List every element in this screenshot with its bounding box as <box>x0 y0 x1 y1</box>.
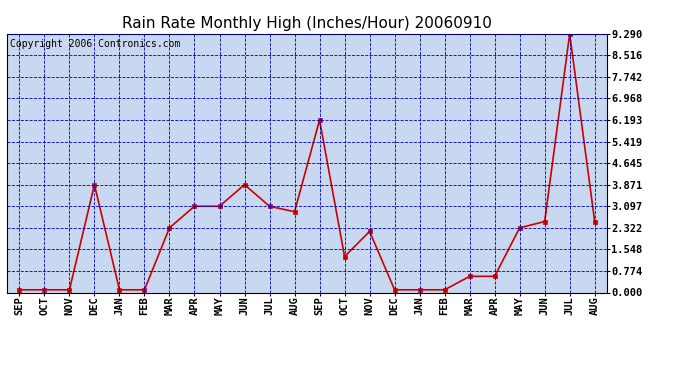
Title: Rain Rate Monthly High (Inches/Hour) 20060910: Rain Rate Monthly High (Inches/Hour) 200… <box>122 16 492 31</box>
Text: Copyright 2006 Contronics.com: Copyright 2006 Contronics.com <box>10 39 180 49</box>
